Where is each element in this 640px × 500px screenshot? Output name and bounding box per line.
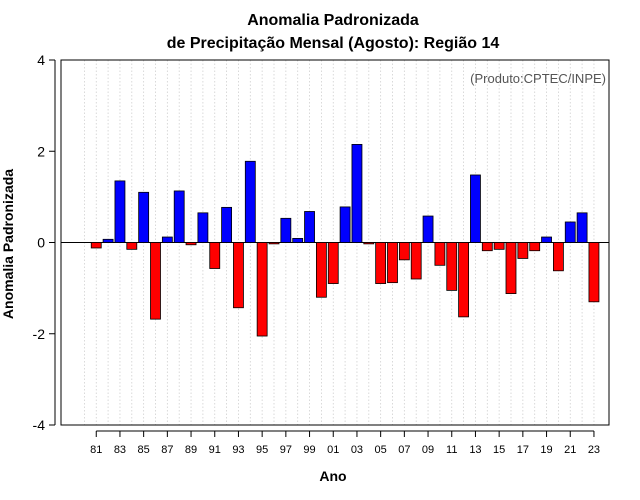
bar-99 [304, 211, 315, 243]
bar-23 [588, 242, 600, 303]
bar-96 [268, 242, 280, 245]
bar-15 [493, 242, 505, 250]
bar-87 [161, 236, 173, 243]
bar-07 [398, 242, 410, 261]
y-tick-label-4: 4 [37, 52, 45, 68]
x-tick-label-81: 81 [90, 444, 102, 456]
bar-92 [221, 206, 233, 243]
bar-90 [197, 212, 209, 243]
y-axis: -4 -2 0 2 4 [33, 52, 56, 433]
x-tick-label-15: 15 [493, 444, 505, 456]
x-tick-label-85: 85 [138, 444, 150, 456]
bar-95 [256, 242, 268, 337]
x-tick-label-99: 99 [303, 444, 315, 456]
bar-02 [339, 206, 351, 243]
x-tick-label-05: 05 [375, 444, 387, 456]
bar-series [90, 144, 600, 337]
bar-17 [517, 242, 529, 259]
x-tick-label-91: 91 [209, 444, 221, 456]
x-axis-title: Ano [319, 468, 346, 484]
x-tick-label-97: 97 [280, 444, 292, 456]
x-tick-label-13: 13 [469, 444, 481, 456]
y-tick-label--4: -4 [33, 417, 46, 433]
bar-94 [244, 160, 256, 243]
bar-12 [458, 242, 470, 318]
bar-86 [150, 242, 161, 320]
credit-label: (Produto:CPTEC/INPE) [470, 71, 606, 86]
bar-88 [173, 190, 185, 243]
x-tick-label-23: 23 [588, 444, 600, 456]
x-tick-label-03: 03 [351, 444, 363, 456]
bar-18 [529, 242, 541, 252]
y-tick-label-2: 2 [37, 143, 45, 159]
bar-09 [422, 215, 434, 243]
bar-98 [292, 237, 304, 243]
bar-01 [327, 242, 339, 284]
bar-21 [564, 221, 576, 243]
bar-00 [315, 242, 327, 298]
bar-08 [410, 242, 422, 280]
bar-14 [481, 242, 493, 252]
bar-11 [446, 242, 458, 291]
y-tick-label-0: 0 [37, 235, 45, 251]
bar-97 [280, 217, 292, 243]
bar-85 [138, 191, 150, 243]
y-axis-title: Anomalia Padronizada [0, 169, 16, 319]
bar-16 [505, 242, 517, 294]
bar-93 [233, 242, 244, 309]
bar-19 [541, 236, 552, 243]
bar-83 [114, 180, 126, 243]
bar-81 [90, 242, 102, 249]
bar-82 [102, 238, 114, 243]
x-tick-label-93: 93 [232, 444, 244, 456]
bar-84 [126, 242, 138, 250]
bar-06 [387, 242, 398, 284]
x-tick-label-09: 09 [422, 444, 434, 456]
x-tick-label-07: 07 [398, 444, 410, 456]
x-tick-label-83: 83 [114, 444, 126, 456]
bar-05 [375, 242, 387, 284]
bar-22 [576, 212, 588, 243]
bar-89 [185, 242, 197, 246]
chart-title-line1: Anomalia Padronizada [247, 12, 419, 29]
x-tick-label-21: 21 [564, 444, 576, 456]
x-axis: 81 83 85 87 89 91 93 95 97 99 01 03 05 07 09 11 13 15 17 19… [90, 430, 600, 456]
bar-13 [470, 174, 481, 243]
x-tick-label-01: 01 [327, 444, 339, 456]
bar-03 [351, 144, 363, 243]
x-tick-label-87: 87 [161, 444, 173, 456]
chart-title-line2: de Precipitação Mensal (Agosto): Região … [167, 35, 500, 52]
y-tick-label--2: -2 [33, 326, 46, 342]
x-tick-label-19: 19 [540, 444, 552, 456]
x-tick-label-11: 11 [446, 444, 457, 456]
x-tick-label-95: 95 [256, 444, 268, 456]
x-tick-label-17: 17 [517, 444, 529, 456]
bar-04 [363, 242, 375, 245]
x-tick-label-89: 89 [185, 444, 197, 456]
bar-91 [209, 242, 221, 269]
bar-20 [553, 242, 564, 272]
bar-10 [434, 242, 446, 266]
plot-frame [60, 59, 610, 426]
